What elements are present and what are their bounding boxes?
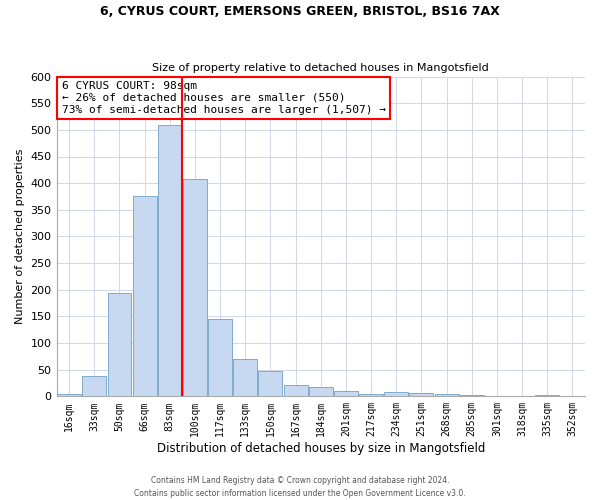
X-axis label: Distribution of detached houses by size in Mangotsfield: Distribution of detached houses by size … (157, 442, 485, 455)
Bar (57, 394, 81, 396)
Bar (233, 359, 257, 397)
Bar (208, 319, 232, 396)
Bar (359, 394, 383, 396)
Y-axis label: Number of detached properties: Number of detached properties (15, 149, 25, 324)
Bar (334, 391, 358, 396)
Bar (284, 384, 308, 396)
Bar (409, 393, 433, 396)
Bar (535, 394, 559, 396)
Bar (133, 196, 157, 396)
Bar (385, 392, 408, 396)
Bar (309, 386, 333, 396)
Text: Contains HM Land Registry data © Crown copyright and database right 2024.
Contai: Contains HM Land Registry data © Crown c… (134, 476, 466, 498)
Text: 6 CYRUS COURT: 98sqm
← 26% of detached houses are smaller (550)
73% of semi-deta: 6 CYRUS COURT: 98sqm ← 26% of detached h… (62, 82, 386, 114)
Text: 6, CYRUS COURT, EMERSONS GREEN, BRISTOL, BS16 7AX: 6, CYRUS COURT, EMERSONS GREEN, BRISTOL,… (100, 5, 500, 18)
Bar (107, 294, 131, 397)
Bar (259, 371, 283, 396)
Bar (434, 394, 458, 396)
Bar (82, 376, 106, 396)
Title: Size of property relative to detached houses in Mangotsfield: Size of property relative to detached ho… (152, 63, 489, 73)
Bar (183, 179, 207, 396)
Bar (158, 124, 182, 396)
